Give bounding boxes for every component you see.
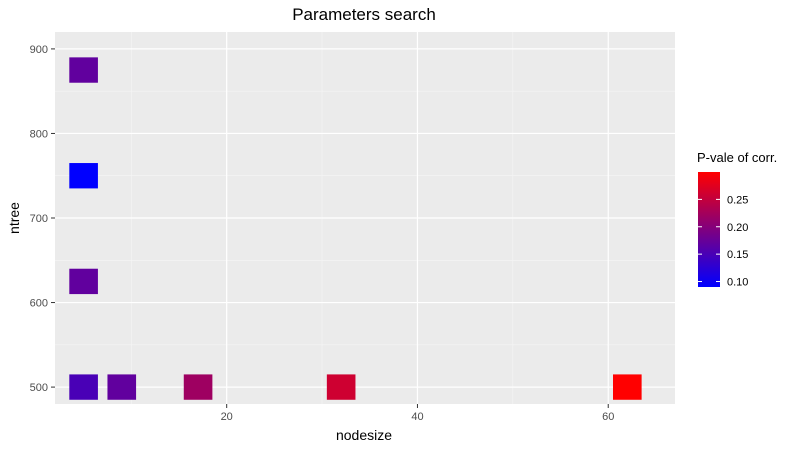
x-tick-label: 60 [602, 411, 614, 423]
grid-major [55, 32, 675, 404]
y-tick-label: 500 [30, 382, 48, 394]
y-axis-title: ntree [6, 202, 22, 234]
x-axis-title: nodesize [336, 427, 392, 443]
heatmap-tile [613, 374, 642, 400]
tiles [69, 57, 642, 400]
y-tick-label: 700 [30, 213, 48, 225]
chart-title: Parameters search [292, 5, 436, 24]
x-axis: 20 40 60 [221, 404, 614, 423]
heatmap-tile [69, 268, 98, 295]
y-tick-label: 600 [30, 298, 48, 310]
legend-tick-label: 0.20 [727, 222, 748, 234]
legend-tick-label: 0.15 [727, 249, 748, 261]
y-tick-label: 800 [30, 128, 48, 140]
heatmap-tile [107, 374, 137, 400]
heatmap-tile [69, 57, 98, 83]
heatmap-tile [183, 374, 213, 400]
x-tick-label: 40 [411, 411, 423, 423]
legend: P-vale of corr. 0.10 0.15 0.20 0.25 [697, 150, 777, 289]
heatmap-tile [326, 374, 356, 400]
heatmap-tile [69, 163, 98, 189]
legend-ticks: 0.10 0.15 0.20 0.25 [698, 194, 748, 289]
legend-title: P-vale of corr. [697, 150, 777, 165]
y-tick-label: 900 [30, 44, 48, 56]
y-axis: 500 600 700 800 900 [30, 44, 55, 394]
legend-colorbar [698, 172, 720, 287]
x-tick-label: 20 [221, 411, 233, 423]
legend-tick-label: 0.10 [727, 277, 748, 289]
legend-tick-label: 0.25 [727, 194, 748, 206]
heatmap-tile [69, 374, 98, 400]
